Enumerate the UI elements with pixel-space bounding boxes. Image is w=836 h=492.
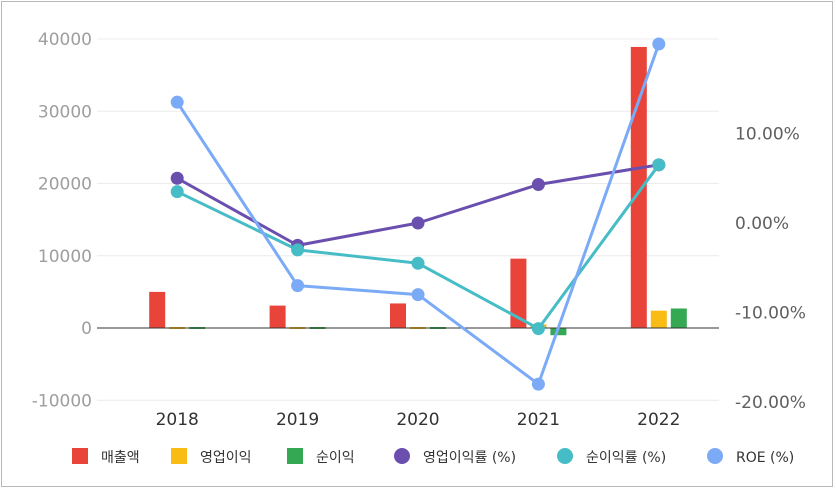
- bar: [510, 258, 527, 328]
- series-point: [411, 256, 425, 270]
- gridlines: [97, 38, 719, 401]
- legend-swatch: [171, 448, 187, 464]
- series-point: [652, 158, 666, 172]
- legend-swatch: [707, 448, 723, 464]
- left-tick-label: 40000: [38, 30, 92, 50]
- bar: [670, 308, 687, 328]
- bar: [390, 303, 406, 328]
- series-point: [170, 95, 184, 109]
- series-lines: [170, 37, 666, 391]
- right-tick-label: -20.00%: [735, 393, 806, 413]
- legend-swatch: [557, 448, 573, 464]
- legend-item: 영업이익률 (%): [394, 448, 516, 466]
- legend-label: ROE (%): [736, 450, 794, 466]
- series-point: [531, 377, 545, 391]
- series-point: [411, 288, 425, 302]
- legend-item: 순이익: [287, 448, 355, 466]
- right-tick-label: 10.00%: [735, 125, 800, 145]
- bar: [630, 46, 647, 328]
- left-tick-label: 0: [81, 319, 92, 339]
- series-point: [170, 185, 184, 199]
- x-tick-label: 2018: [156, 410, 199, 430]
- legend-swatch: [287, 448, 303, 464]
- x-tick-label: 2021: [517, 410, 560, 430]
- x-tick-label: 2022: [637, 410, 680, 430]
- series-line: [175, 43, 661, 386]
- series-point: [291, 243, 305, 257]
- bar: [269, 305, 286, 328]
- legend-label: 순이익률 (%): [586, 450, 666, 466]
- right-tick-label: 0.00%: [735, 214, 789, 234]
- right-tick-label: -10.00%: [735, 304, 806, 324]
- bar: [650, 310, 667, 328]
- legend-label: 영업이익: [200, 450, 252, 466]
- x-tick-label: 2020: [396, 410, 439, 430]
- series-line: [176, 163, 660, 247]
- legend-swatch: [394, 448, 410, 464]
- legend: 매출액 영업이익 순이익 영업이익률 (%) 순이익률 (%) ROE (%): [72, 448, 794, 466]
- legend-swatch: [72, 448, 88, 464]
- x-axis-ticks: 2018 2019 2020 2021 2022: [156, 410, 681, 430]
- legend-item: 매출액: [72, 448, 140, 466]
- series-point: [411, 216, 425, 230]
- series-point: [531, 178, 545, 192]
- legend-item: 영업이익: [171, 448, 252, 466]
- legend-label: 영업이익률 (%): [423, 450, 516, 466]
- left-axis-ticks: 40000 30000 20000 10000 0 -10000: [32, 30, 92, 411]
- legend-label: 순이익: [316, 450, 355, 466]
- bar: [149, 291, 166, 328]
- left-tick-label: -10000: [32, 391, 92, 411]
- left-tick-label: 20000: [38, 175, 92, 195]
- legend-item: ROE (%): [707, 448, 794, 466]
- left-tick-label: 30000: [38, 102, 92, 122]
- series-point: [652, 37, 666, 51]
- series-point: [291, 279, 305, 293]
- x-tick-label: 2019: [276, 410, 319, 430]
- series-point: [170, 171, 184, 185]
- legend-item: 순이익률 (%): [557, 448, 666, 466]
- right-axis-ticks: 10.00% 0.00% -10.00% -20.00%: [735, 125, 806, 414]
- legend-label: 매출액: [101, 450, 140, 466]
- series-point: [531, 322, 545, 336]
- left-tick-label: 10000: [38, 247, 92, 267]
